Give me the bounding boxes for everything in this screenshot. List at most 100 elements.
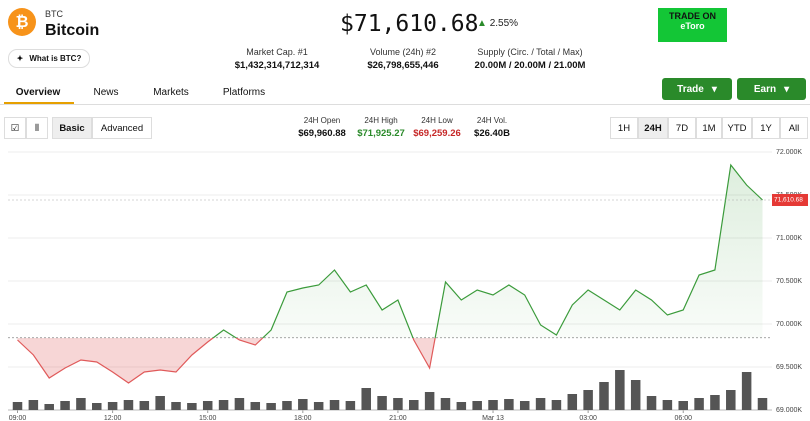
ad-brand: eToro (680, 21, 705, 31)
volume-bar (488, 400, 498, 410)
volume-bar (519, 401, 530, 410)
volume-bar (171, 402, 181, 410)
volume-bar (646, 396, 657, 410)
baseline-area (17, 165, 763, 383)
volume-bar (662, 400, 673, 410)
volume-bar (741, 372, 752, 410)
volume-bar (710, 395, 720, 410)
y-tick-label: 70.000K (776, 321, 802, 328)
btc-icon: ₿ (8, 8, 36, 36)
volume-bar (139, 401, 150, 410)
volume-bar (472, 401, 482, 410)
volume-bar (615, 370, 625, 410)
volume-bar (313, 402, 324, 410)
volume-bar (424, 392, 435, 410)
stat-label: Supply (Circ. / Total / Max) (477, 47, 583, 57)
volume-bar (456, 402, 467, 410)
x-tick-label: 03:00 (579, 415, 597, 421)
y-tick-label: 69.500K (776, 364, 802, 371)
change-value: 2.55% (489, 18, 519, 29)
y-tick-label: 72.000K (776, 149, 802, 156)
volume-bar (60, 401, 70, 410)
last-price-box (772, 193, 808, 206)
label: Earn (753, 83, 777, 95)
x-tick-label: 06:00 (674, 415, 692, 421)
mode-basic[interactable]: Basic (52, 117, 92, 139)
volume-bar (234, 398, 245, 410)
y-tick-label: 69.000K (776, 407, 802, 414)
volume-bar (329, 400, 340, 410)
y-tick-label: 71.000K (776, 235, 802, 242)
price: $71,610.68 (340, 11, 479, 37)
stat-label: Volume (24h) #2 (369, 47, 437, 57)
summary-label: 24H Open (303, 116, 341, 125)
summary-value: $69,960.88 (298, 128, 346, 139)
volume-bar (44, 404, 54, 410)
volume-bar (250, 402, 261, 410)
tab[interactable]: News (93, 87, 119, 98)
volume-bar (726, 390, 736, 410)
x-tick-label: Mar 13 (482, 415, 504, 421)
volume-bar (567, 394, 578, 410)
range-button[interactable]: 1M (696, 117, 722, 139)
earn-button[interactable]: Earn ▾ (737, 78, 806, 100)
summary-label: 24H High (364, 116, 398, 125)
volume-bar (377, 396, 387, 410)
range-button[interactable]: 7D (668, 117, 696, 139)
x-tick-label: 15:00 (199, 415, 217, 421)
svg-text:₿: ₿ (15, 13, 28, 31)
chart-type-line[interactable]: ☑ (4, 117, 26, 139)
price-line (17, 163, 763, 384)
volume-bar (440, 398, 451, 410)
x-tick-label: 18:00 (294, 415, 312, 421)
tab[interactable]: Markets (153, 87, 189, 98)
what-is[interactable]: ✦ What is BTC? (8, 49, 90, 68)
volume-bar (123, 400, 134, 410)
volume-bar (551, 400, 562, 410)
last-price-label: 71,610.68 (774, 197, 803, 204)
volume-bar (202, 401, 213, 410)
volume-bar (757, 398, 768, 410)
volume-bar (298, 399, 308, 410)
summary-value: $71,925.27 (357, 128, 405, 139)
stat-value: $26,798,655,446 (367, 60, 439, 71)
summary-label: 24H Vol. (476, 116, 508, 125)
range-button[interactable]: 24H (638, 117, 668, 139)
volume-bar (583, 390, 593, 410)
volume-bar (218, 400, 229, 410)
tab[interactable]: Platforms (222, 87, 266, 98)
volume-bar (630, 380, 641, 410)
tab[interactable]: Overview (15, 87, 61, 98)
range-button[interactable]: YTD (722, 117, 752, 139)
x-tick-label: 21:00 (389, 415, 407, 421)
stat-label: Market Cap. #1 (246, 47, 308, 57)
range-button[interactable]: 1Y (752, 117, 780, 139)
volume-bar (92, 403, 102, 410)
volume-bar (535, 398, 546, 410)
volume-bar (155, 396, 165, 410)
mode-advanced[interactable]: Advanced (92, 117, 152, 139)
volume-bar (694, 398, 704, 410)
volume-bar (28, 400, 39, 410)
trade-button[interactable]: Trade ▾ (662, 78, 732, 100)
volume-bar (678, 401, 688, 410)
x-tick-label: 12:00 (104, 415, 122, 421)
ad[interactable]: TRADE ON eToro (658, 8, 727, 42)
y-tick-label: 70.500K (776, 278, 802, 285)
volume-bar (599, 382, 609, 410)
summary-value: $26.40B (474, 128, 510, 139)
volume-bar (282, 401, 292, 410)
price-chart: 69.000K69.500K70.000K70.500K71.000K71.50… (8, 149, 808, 421)
tab-underline (4, 102, 74, 104)
summary-value: $69,259.26 (413, 128, 461, 139)
volume-bar (409, 400, 419, 410)
range-button[interactable]: All (780, 117, 808, 139)
volume-bar (504, 399, 514, 410)
chart-type-candle[interactable]: ⫴ (26, 117, 48, 139)
change: ▲ 2.55% (477, 18, 519, 29)
coin-name: Bitcoin (45, 22, 100, 39)
volume-bar (107, 402, 118, 410)
label: Trade (677, 83, 704, 95)
range-button[interactable]: 1H (610, 117, 638, 139)
volume-bar (187, 403, 197, 410)
